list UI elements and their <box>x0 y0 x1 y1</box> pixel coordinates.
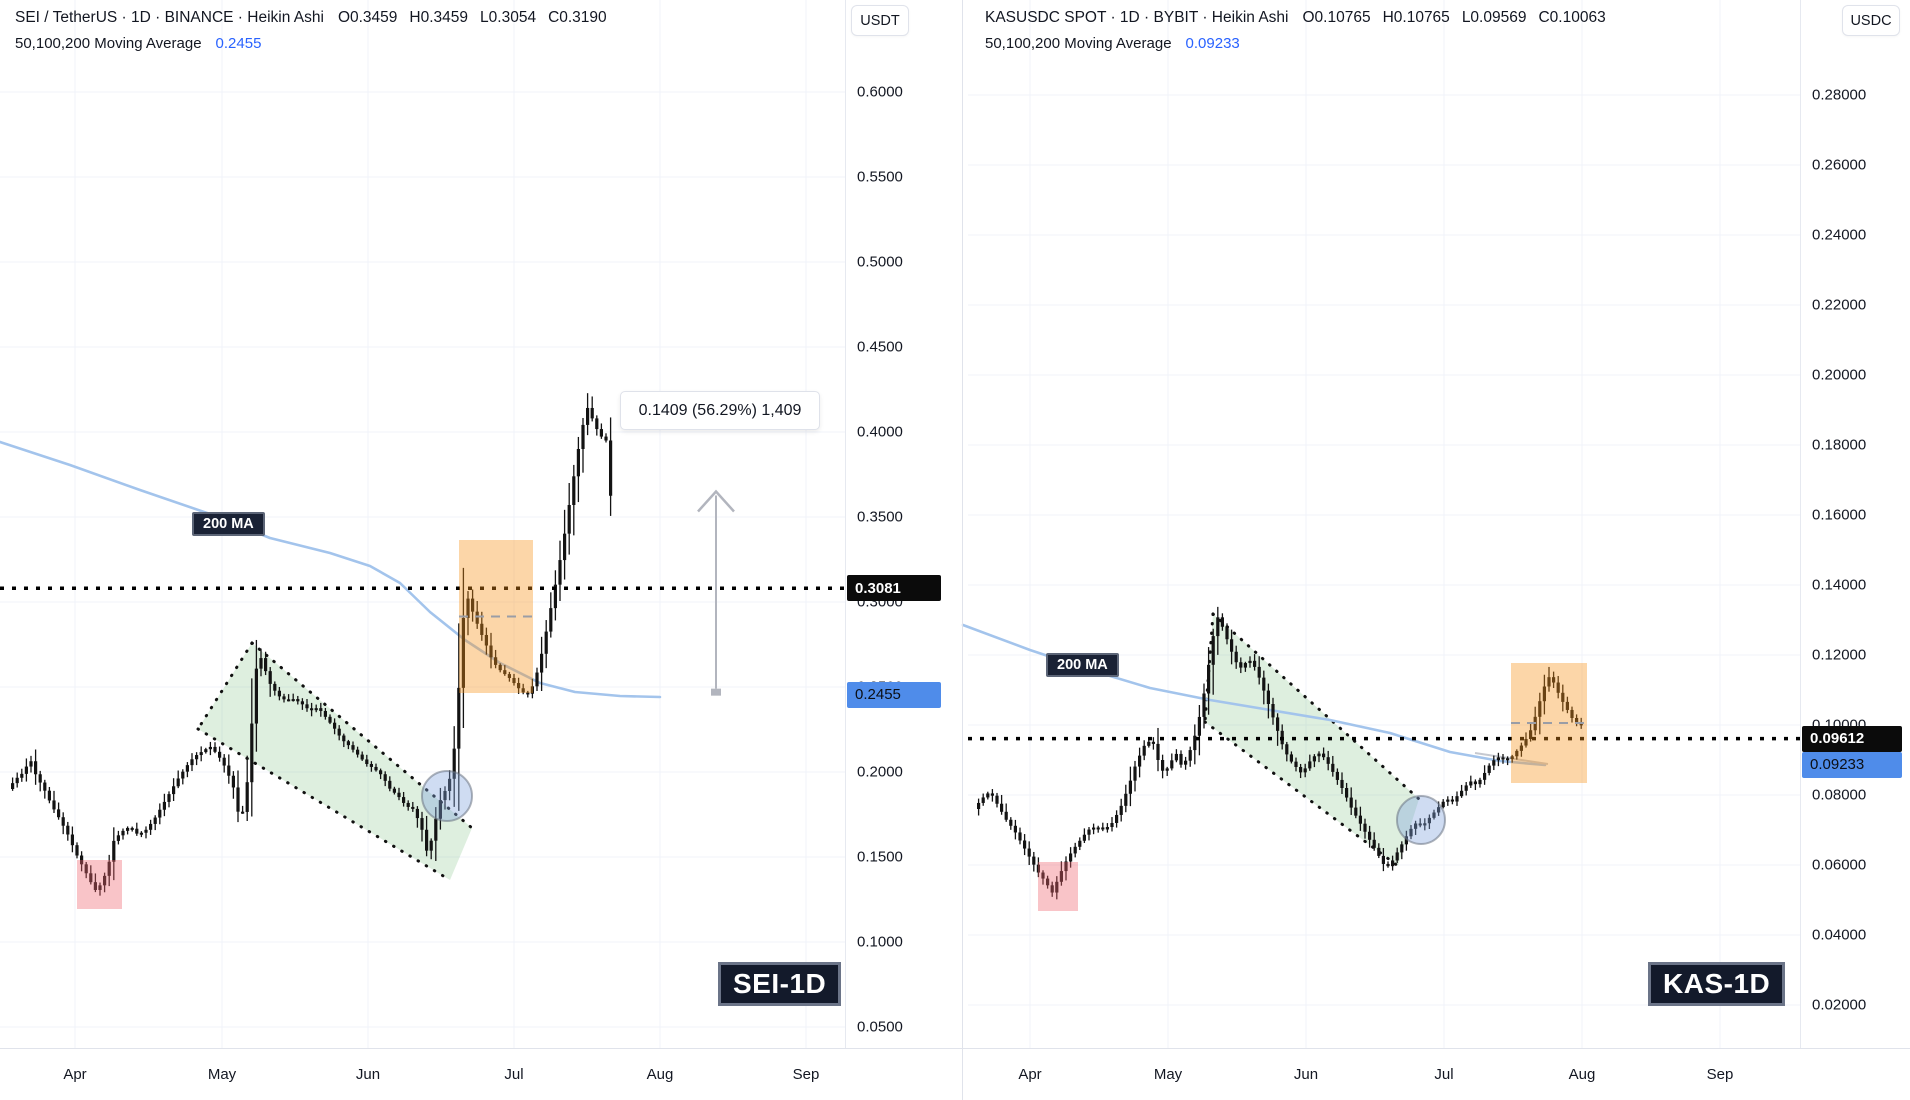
time-axis-border <box>0 1048 1910 1049</box>
x-axis-label: May <box>207 1066 237 1083</box>
usdt-currency-button[interactable]: USDT <box>851 5 909 36</box>
heikin-ashi-candles[interactable] <box>11 393 613 896</box>
ma-200-line[interactable] <box>0 440 662 699</box>
kas-chart-legend: KASUSDC SPOT · 1D · BYBIT · Heikin Ashi O… <box>985 6 1618 30</box>
x-axis-label: Jul <box>1434 1066 1454 1083</box>
sei-measure-annotation[interactable]: 0.1409 (56.29%) 1,409 <box>620 391 820 430</box>
x-axis-label: Aug <box>1568 1066 1596 1083</box>
x-axis-label: Sep <box>792 1066 820 1083</box>
y-axis-label: 0.4500 <box>857 338 903 356</box>
x-axis-label: Apr <box>1018 1066 1042 1083</box>
usdt-currency-label: USDT <box>860 12 900 29</box>
sei-close-value: C0.3190 <box>548 9 607 26</box>
price-level-tag: 0.3081 <box>847 575 941 602</box>
sei-high-value: H0.3459 <box>409 9 469 26</box>
y-axis-label: 0.08000 <box>1812 786 1867 804</box>
sei-ma-indicator-label: 50,100,200 Moving Average <box>15 35 202 52</box>
highlight-circle[interactable] <box>1396 795 1446 845</box>
pink-zone-box[interactable] <box>77 860 122 909</box>
channel-dotted-line[interactable] <box>1211 612 1421 801</box>
sei-chart-legend: SEI / TetherUS · 1D · BINANCE · Heikin A… <box>15 6 619 30</box>
sei-low-value: L0.3054 <box>480 9 537 26</box>
y-axis-label: 0.14000 <box>1812 576 1867 594</box>
descending-channel-fill[interactable] <box>198 643 472 880</box>
y-axis-label: 0.28000 <box>1812 86 1867 104</box>
y-axis-label: 0.6000 <box>857 83 903 101</box>
y-axis-label: 0.22000 <box>1812 296 1867 314</box>
channel-dotted-line[interactable] <box>196 727 452 882</box>
y-axis-label: 0.24000 <box>1812 226 1867 244</box>
ma-value-tag: 0.2455 <box>847 681 941 708</box>
y-axis-label: 0.1000 <box>857 933 903 951</box>
sei-open-value: O0.3459 <box>337 9 398 26</box>
y-axis-label: 0.04000 <box>1812 926 1867 944</box>
sei-ma-indicator-value: 0.2455 <box>215 35 262 52</box>
kas-high-value: H0.10765 <box>1382 9 1450 26</box>
usdc-currency-label: USDC <box>1850 12 1892 29</box>
x-axis-label: May <box>1153 1066 1183 1083</box>
y-axis-label: 0.12000 <box>1812 646 1867 664</box>
y-axis-label: 0.20000 <box>1812 366 1867 384</box>
ma-value-tag: 0.09233 <box>1802 751 1902 778</box>
kas-open-value: O0.10765 <box>1302 9 1371 26</box>
channel-dotted-line[interactable] <box>250 641 474 830</box>
y-axis-label: 0.16000 <box>1812 506 1867 524</box>
measure-arrow-head <box>697 489 735 513</box>
usdc-currency-button[interactable]: USDC <box>1842 5 1900 36</box>
heikin-ashi-candles[interactable] <box>977 606 1583 900</box>
sei-1d-badge[interactable]: SEI-1D <box>718 962 842 1006</box>
y-axis-label: 0.4000 <box>857 423 903 441</box>
x-axis-label: Jun <box>1293 1066 1319 1083</box>
left-price-scale-border <box>845 0 846 1048</box>
y-axis-label: 0.3500 <box>857 508 903 526</box>
y-axis-label: 0.1500 <box>857 848 903 866</box>
channel-dotted-line[interactable] <box>1203 720 1400 868</box>
highlight-circle[interactable] <box>421 770 473 822</box>
x-axis-label: Jun <box>355 1066 381 1083</box>
x-axis-label: Apr <box>63 1066 87 1083</box>
right-price-scale-border <box>1800 0 1801 1048</box>
y-axis-label: 0.26000 <box>1812 156 1867 174</box>
sei-200ma-callout[interactable]: 200 MA <box>192 512 265 536</box>
panel-divider[interactable] <box>962 0 963 1100</box>
pink-zone-box[interactable] <box>1038 862 1078 911</box>
y-axis-label: 0.02000 <box>1812 996 1867 1014</box>
x-axis-label: Aug <box>646 1066 674 1083</box>
x-axis-label: Sep <box>1706 1066 1734 1083</box>
kas-200ma-callout[interactable]: 200 MA <box>1046 653 1119 677</box>
price-level-tag: 0.09612 <box>1802 725 1902 752</box>
kas-1d-badge[interactable]: KAS-1D <box>1648 962 1786 1006</box>
y-axis-label: 0.18000 <box>1812 436 1867 454</box>
channel-dotted-line[interactable] <box>196 641 254 731</box>
measure-arrow-base <box>711 688 721 696</box>
sei-symbol-title[interactable]: SEI / TetherUS · 1D · BINANCE · Heikin A… <box>15 9 324 26</box>
y-axis-label: 0.0500 <box>857 1018 903 1036</box>
kas-ma-indicator-legend[interactable]: 50,100,200 Moving Average 0.09233 <box>985 33 1240 55</box>
kas-low-value: L0.09569 <box>1461 9 1527 26</box>
x-axis-label: Jul <box>504 1066 524 1083</box>
kas-symbol-title[interactable]: KASUSDC SPOT · 1D · BYBIT · Heikin Ashi <box>985 9 1289 26</box>
kas-close-value: C0.10063 <box>1538 9 1606 26</box>
sei-ma-indicator-legend[interactable]: 50,100,200 Moving Average 0.2455 <box>15 33 261 55</box>
channel-dotted-line[interactable] <box>1203 612 1215 724</box>
y-axis-label: 0.06000 <box>1812 856 1867 874</box>
y-axis-label: 0.2000 <box>857 763 903 781</box>
kas-ma-indicator-label: 50,100,200 Moving Average <box>985 35 1172 52</box>
kas-ma-indicator-value: 0.09233 <box>1185 35 1240 52</box>
y-axis-label: 0.5000 <box>857 253 903 271</box>
y-axis-label: 0.5500 <box>857 168 903 186</box>
